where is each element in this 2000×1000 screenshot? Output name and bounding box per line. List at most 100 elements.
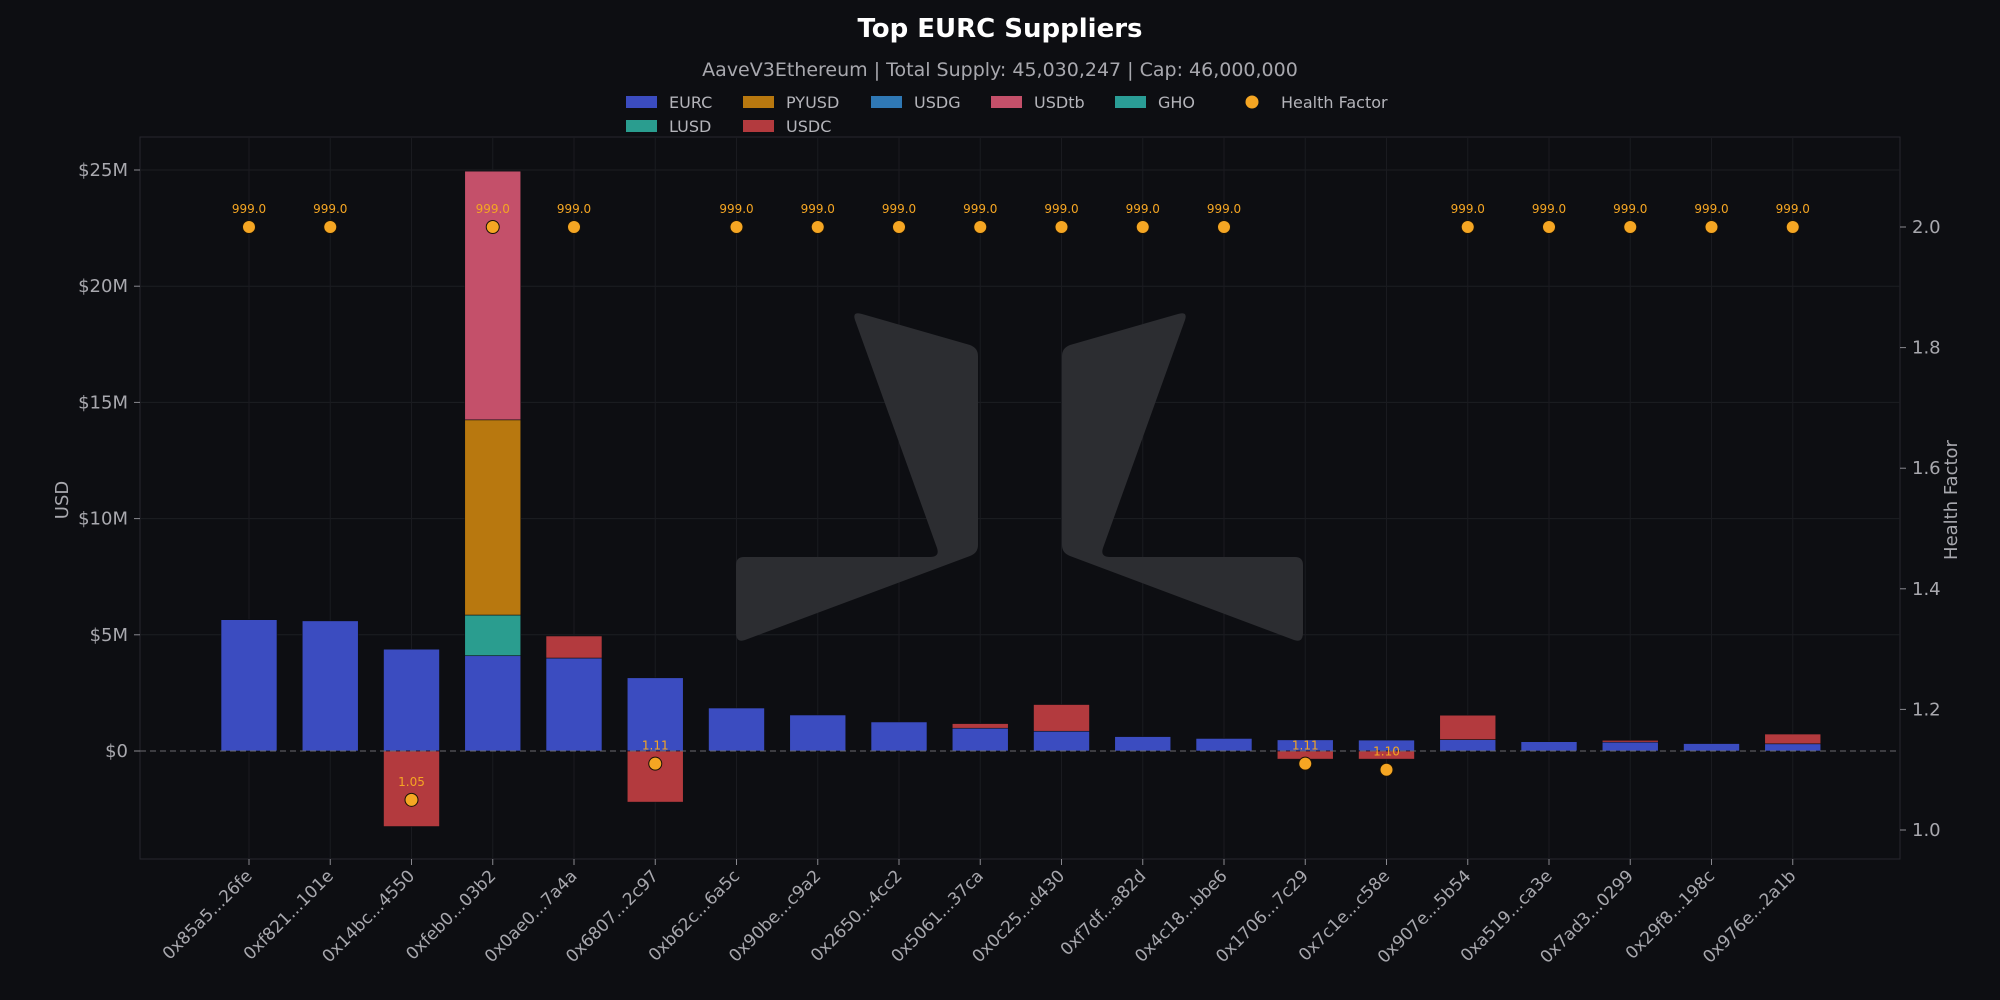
bar-usdc-2 xyxy=(383,750,440,827)
health-factor-point-16 xyxy=(1542,220,1556,234)
legend-swatch-3 xyxy=(991,96,1022,108)
health-factor-label-16: 999.0 xyxy=(1532,202,1566,216)
plot-frame xyxy=(139,136,1901,860)
health-factor-point-2 xyxy=(404,792,419,807)
legend-swatch-7 xyxy=(743,120,774,132)
y2-axis-label: Health Factor xyxy=(1941,439,1962,560)
bar-eurc-17 xyxy=(1601,741,1659,752)
chart-subtitle: AaveV3Ethereum | Total Supply: 45,030,24… xyxy=(702,59,1298,81)
health-factor-point-7 xyxy=(810,220,825,234)
y2-tick-label-2: 1.4 xyxy=(1912,579,1941,600)
watermark-logo xyxy=(736,313,1303,641)
legend-label-5: Health Factor xyxy=(1281,93,1388,112)
health-factor-point-18 xyxy=(1704,220,1719,234)
health-factor-label-8: 999.0 xyxy=(882,202,916,216)
bar-lusd-3 xyxy=(464,614,522,657)
legend-swatch-0 xyxy=(626,96,657,108)
health-factor-label-17: 999.0 xyxy=(1613,202,1647,216)
health-factor-label-6: 999.0 xyxy=(719,202,753,216)
health-factor-point-6 xyxy=(729,220,744,234)
health-factor-label-15: 999.0 xyxy=(1451,202,1485,216)
health-factor-point-0 xyxy=(242,220,256,234)
chart-title: Top EURC Suppliers xyxy=(857,14,1142,44)
bar-eurc-4 xyxy=(545,657,603,752)
health-factor-label-18: 999.0 xyxy=(1694,202,1728,216)
bar-usdc-4 xyxy=(545,635,603,659)
bar-eurc-2 xyxy=(383,648,440,752)
y-tick-label-5: $25M xyxy=(78,160,128,181)
health-factor-label-1: 999.0 xyxy=(313,202,347,216)
health-factor-series: 999.0 999.0 1.05 999.0 999.0 1.11 999.0 999.0 99… xyxy=(232,202,1810,807)
y-axis-right: 1.0 1.2 1.4 1.6 1.8 2.0 xyxy=(1900,217,1941,841)
health-factor-label-5: 1.11 xyxy=(642,739,669,753)
bar-eurc-18 xyxy=(1683,743,1740,752)
bar-eurc-5 xyxy=(626,677,684,752)
health-factor-label-10: 999.0 xyxy=(1044,202,1078,216)
legend-label-1: PYUSD xyxy=(786,93,839,112)
y2-tick-label-0: 1.0 xyxy=(1912,820,1941,841)
health-factor-point-10 xyxy=(1054,220,1069,234)
health-factor-point-19 xyxy=(1785,220,1800,234)
health-factor-point-3 xyxy=(485,220,500,234)
bar-eurc-10 xyxy=(1033,730,1090,752)
y-axis-label: USD xyxy=(52,481,73,519)
y2-tick-label-5: 2.0 xyxy=(1912,217,1941,238)
bar-usdc-10 xyxy=(1033,704,1090,732)
health-factor-label-2: 1.05 xyxy=(398,775,425,789)
health-factor-point-14 xyxy=(1379,762,1394,777)
bar-eurc-8 xyxy=(870,721,928,752)
legend-swatch-4 xyxy=(1115,96,1146,108)
legend-label-7: USDC xyxy=(786,117,831,136)
health-factor-point-11 xyxy=(1135,220,1150,234)
health-factor-label-11: 999.0 xyxy=(1126,202,1160,216)
health-factor-label-9: 999.0 xyxy=(963,202,997,216)
bar-eurc-0 xyxy=(220,619,278,752)
bar-usdc-15 xyxy=(1439,714,1497,740)
y-tick-label-3: $15M xyxy=(78,392,128,413)
health-factor-point-13 xyxy=(1298,756,1313,771)
bar-eurc-12 xyxy=(1195,738,1253,752)
legend-label-6: LUSD xyxy=(669,117,711,136)
bar-eurc-7 xyxy=(789,714,847,752)
y2-tick-label-1: 1.2 xyxy=(1912,699,1941,720)
legend-label-3: USDtb xyxy=(1034,93,1085,112)
bar-eurc-16 xyxy=(1520,741,1578,752)
bar-usdc-9 xyxy=(951,723,1009,729)
y2-tick-label-3: 1.6 xyxy=(1912,458,1941,479)
health-factor-point-4 xyxy=(567,220,581,234)
health-factor-point-8 xyxy=(892,220,906,234)
health-factor-label-14: 1.10 xyxy=(1373,745,1400,759)
health-factor-point-9 xyxy=(973,220,988,234)
health-factor-label-19: 999.0 xyxy=(1776,202,1810,216)
health-factor-label-3: 999.0 xyxy=(476,202,510,216)
health-factor-point-17 xyxy=(1623,220,1638,234)
legend-label-4: GHO xyxy=(1158,93,1195,112)
bar-eurc-6 xyxy=(708,707,765,752)
health-factor-label-4: 999.0 xyxy=(557,202,591,216)
legend-swatch-6 xyxy=(626,120,657,132)
legend-label-0: EURC xyxy=(669,93,712,112)
health-factor-point-1 xyxy=(323,220,338,234)
bar-eurc-19 xyxy=(1764,743,1822,752)
health-factor-point-12 xyxy=(1217,220,1231,234)
bar-usdc-19 xyxy=(1764,733,1822,745)
legend: EURC PYUSD USDG USDtb GHO Health Factor LUSD US… xyxy=(626,93,1388,136)
y-tick-label-2: $10M xyxy=(78,509,128,530)
legend-label-2: USDG xyxy=(914,93,961,112)
legend-swatch-5 xyxy=(1245,95,1259,109)
health-factor-label-13: 1.11 xyxy=(1292,739,1319,753)
health-factor-label-7: 999.0 xyxy=(801,202,835,216)
legend-swatch-1 xyxy=(743,96,774,108)
bar-usdc-17 xyxy=(1601,740,1659,743)
bar-eurc-3 xyxy=(464,655,522,752)
bar-usdtb-3 xyxy=(464,170,522,421)
bars xyxy=(220,170,1822,827)
y-tick-label-1: $5M xyxy=(90,625,128,646)
y2-tick-label-4: 1.8 xyxy=(1912,338,1941,359)
bar-pyusd-3 xyxy=(464,419,522,616)
y-tick-label-0: $0 xyxy=(105,741,128,762)
bar-usdc-14 xyxy=(1358,750,1415,760)
health-factor-point-15 xyxy=(1460,220,1475,234)
